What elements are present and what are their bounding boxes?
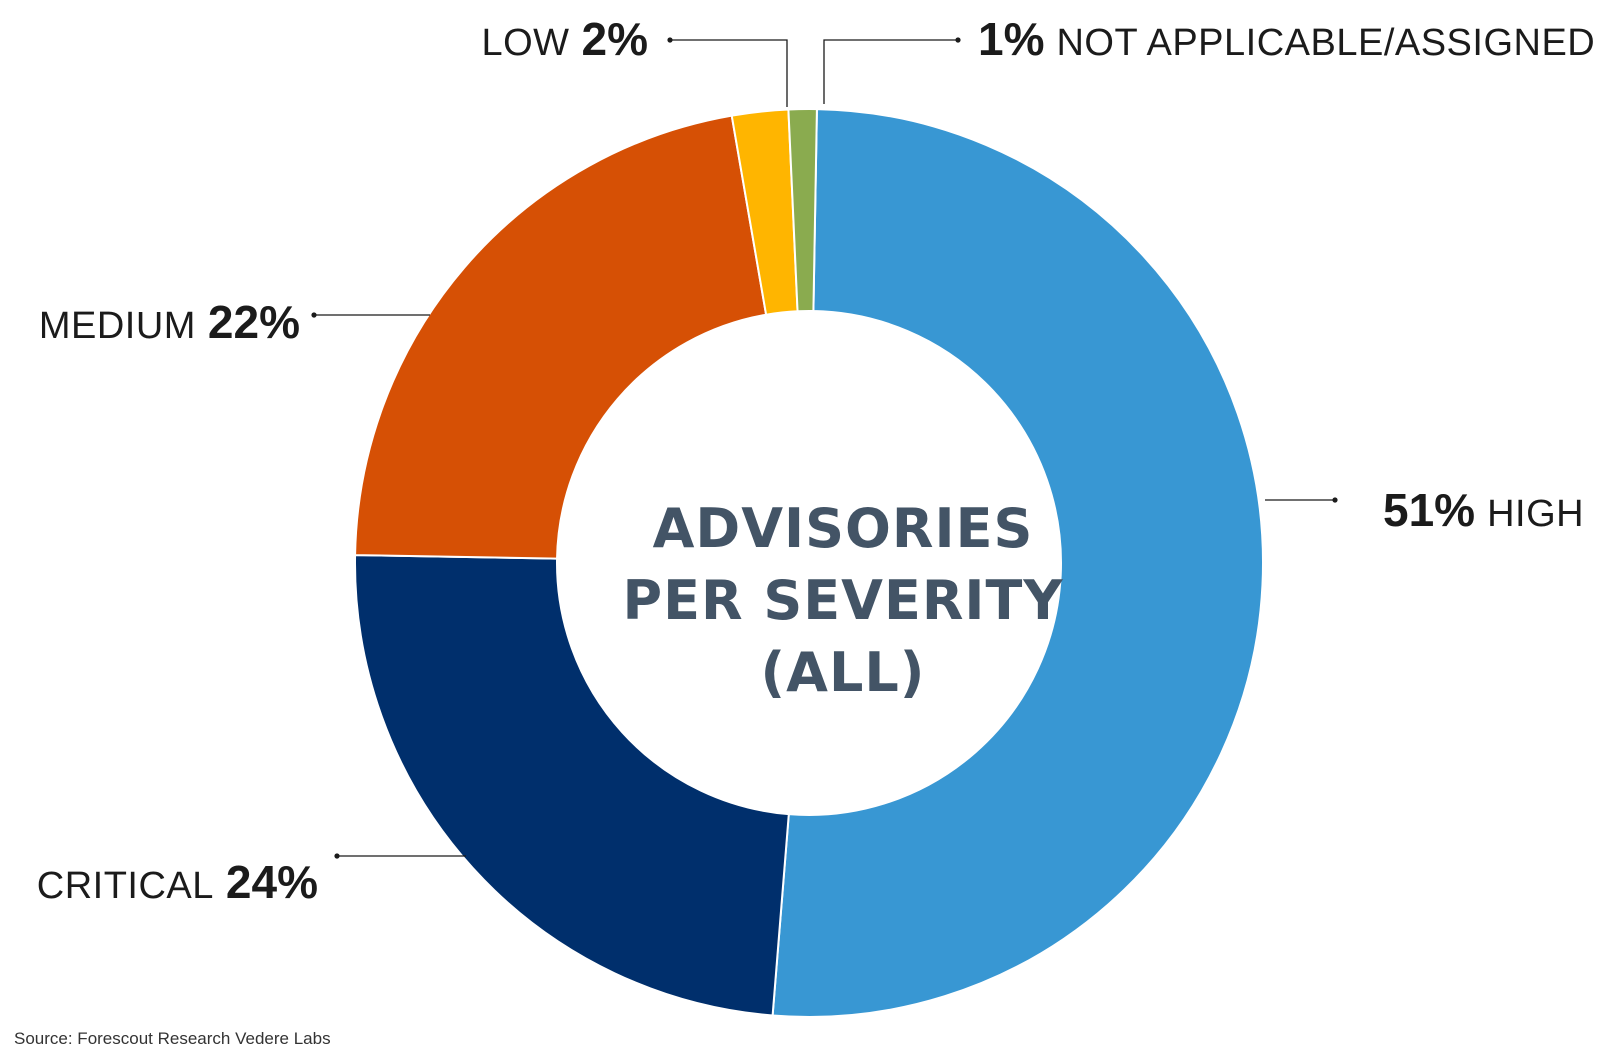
leader-low-dot — [667, 37, 673, 43]
center-title-line-1: ADVISORIES — [653, 497, 1034, 560]
slice-not-applicable-assigned — [787, 108, 818, 313]
label-high-value: 51% — [1383, 484, 1475, 536]
leader-critical-dot — [334, 853, 340, 859]
label-low: LOW 2% — [481, 13, 648, 65]
leader-low — [670, 39, 788, 107]
label-critical-value: 24% — [226, 856, 318, 908]
source-note: Source: Forescout Research Vedere Labs — [14, 1029, 331, 1048]
label-high-name: HIGH — [1487, 493, 1584, 535]
center-title-line-3: (ALL) — [761, 641, 926, 704]
slice-medium — [354, 114, 768, 560]
label-low-value: 2% — [582, 13, 648, 65]
center-title: ADVISORIES PER SEVERITY (ALL) — [623, 497, 1064, 704]
slice-high — [771, 108, 1264, 1018]
center-title-line-2: PER SEVERITY — [623, 569, 1064, 632]
leader-not-applicable — [823, 39, 958, 104]
label-critical: CRITICAL 24% — [37, 856, 318, 908]
label-low-name: LOW — [481, 22, 569, 64]
label-not-applicable-value: 1% — [978, 13, 1044, 65]
label-high: 51% HIGH — [1383, 484, 1584, 536]
leader-not-applicable-dot — [955, 37, 961, 43]
label-medium: MEDIUM 22% — [39, 296, 300, 348]
label-not-applicable: 1% NOT APPLICABLE/ASSIGNED — [978, 13, 1595, 65]
leader-high-dot — [1332, 497, 1338, 503]
label-medium-name: MEDIUM — [39, 305, 196, 347]
label-medium-value: 22% — [208, 296, 300, 348]
label-not-applicable-name: NOT APPLICABLE/ASSIGNED — [1056, 22, 1595, 64]
donut-slices — [354, 108, 1264, 1018]
leader-medium-dot — [311, 312, 317, 318]
slice-critical — [354, 554, 790, 1017]
leader-lines — [311, 37, 1338, 859]
label-critical-name: CRITICAL — [37, 865, 214, 907]
